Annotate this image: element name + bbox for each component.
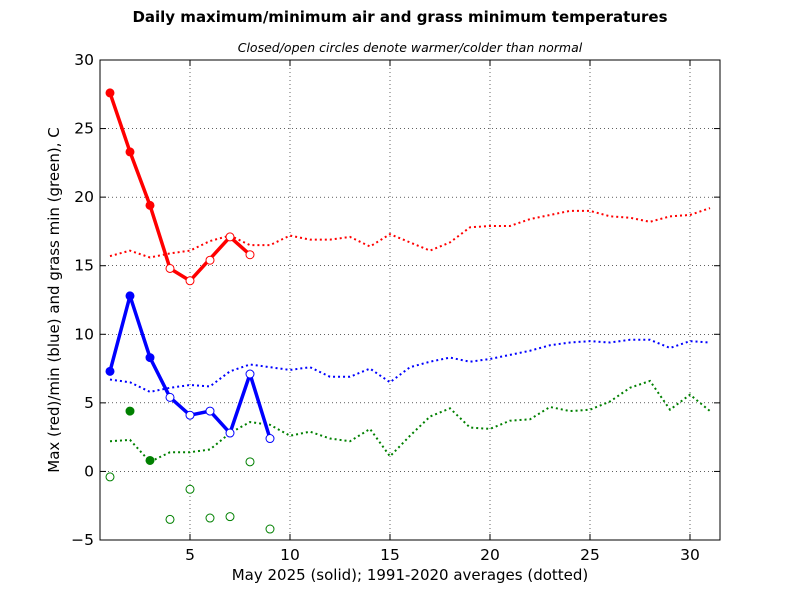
y-tick-label: 30 — [74, 51, 94, 69]
y-tick-label: −5 — [71, 531, 94, 549]
y-tick-label: 15 — [74, 257, 94, 275]
max-point — [165, 263, 175, 273]
actual-max-line — [108, 92, 252, 283]
grass-point — [265, 524, 275, 534]
grass-point — [105, 472, 115, 482]
y-tick-label: 20 — [74, 188, 94, 206]
x-tick-label: 10 — [280, 546, 300, 564]
max-point — [225, 232, 235, 242]
grass-point — [165, 514, 175, 524]
min-point — [205, 406, 215, 416]
grass-point — [205, 513, 215, 523]
y-tick-label: 5 — [84, 394, 94, 412]
y-tick-label: 0 — [84, 462, 94, 480]
x-tick-label: 25 — [580, 546, 600, 564]
max-point — [145, 200, 155, 210]
average-grass-line — [109, 379, 711, 464]
average-min-line — [109, 338, 711, 393]
x-tick-label: 15 — [380, 546, 400, 564]
max-point — [105, 88, 115, 98]
max-point — [185, 276, 195, 286]
y-tick-label: 10 — [74, 325, 94, 343]
min-point — [145, 353, 155, 363]
grass-point — [145, 455, 155, 465]
grass-point — [245, 457, 255, 467]
y-tick-label: 25 — [74, 120, 94, 138]
y-axis-label: Max (red)/min (blue) and grass min (gree… — [45, 127, 63, 472]
min-point — [245, 369, 255, 379]
min-point — [265, 434, 275, 444]
x-axis-label: May 2025 (solid); 1991-2020 averages (do… — [232, 566, 589, 584]
x-tick-label: 20 — [480, 546, 500, 564]
min-point — [165, 392, 175, 402]
max-point — [245, 250, 255, 260]
min-point — [225, 428, 235, 438]
max-point — [205, 255, 215, 265]
chart-title: Daily maximum/minimum air and grass mini… — [132, 8, 668, 26]
max-point — [125, 147, 135, 157]
chart-subtitle: Closed/open circles denote warmer/colder… — [237, 40, 583, 55]
grass-point — [185, 484, 195, 494]
average-max-line — [109, 207, 711, 259]
min-point — [125, 291, 135, 301]
grass-point — [225, 512, 235, 522]
x-tick-label: 5 — [185, 546, 195, 564]
grass-point — [125, 406, 135, 416]
min-point — [185, 410, 195, 420]
plot-frame — [99, 59, 721, 541]
min-point — [105, 366, 115, 376]
x-tick-label: 30 — [680, 546, 700, 564]
